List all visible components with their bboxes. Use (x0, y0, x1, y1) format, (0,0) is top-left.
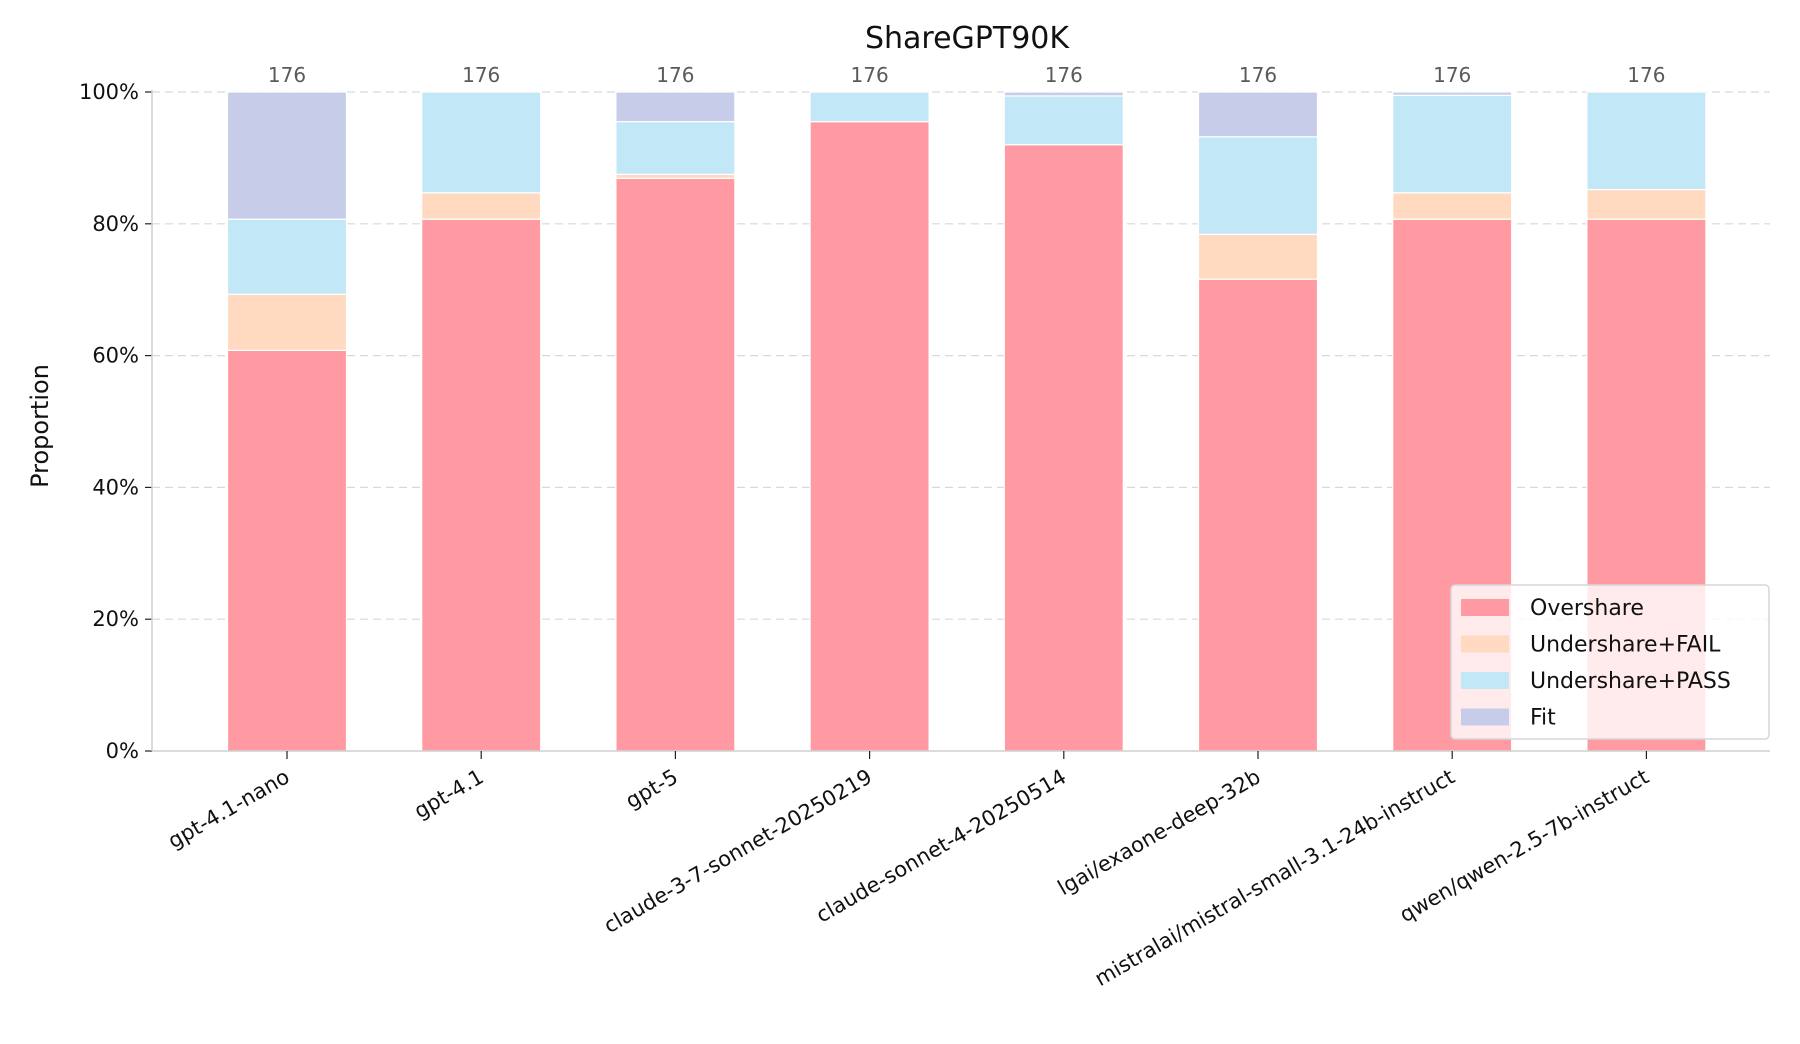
bar-count-label: 176 (1433, 63, 1471, 87)
x-tick-label: lgai/exaone-deep-32b (1054, 765, 1265, 901)
bar-segment-undershare-pass (1392, 94, 1513, 194)
bar-segment-undershare-pass (809, 91, 930, 123)
x-tick-label: mistralai/mistral-small-3.1-24b-instruct (1091, 765, 1459, 991)
bar-segment-undershare-pass (1003, 95, 1124, 146)
y-axis-label: Proportion (26, 364, 54, 488)
bar-segment-undershare-pass (615, 121, 736, 175)
bar-segment-overshare (809, 121, 930, 752)
legend-swatch (1461, 672, 1509, 689)
bar-segment-undershare-fail (226, 293, 348, 351)
bar-segment-fit (1197, 91, 1319, 138)
y-tick-label: 0% (106, 739, 139, 763)
x-tick-label: gpt-4.1-nano (164, 765, 294, 854)
x-tick-label: gpt-5 (622, 765, 682, 814)
y-tick-label: 60% (92, 344, 139, 368)
grid-layer (152, 91, 1770, 620)
bar-count-label: 176 (1627, 63, 1665, 87)
y-tick-label: 100% (79, 80, 139, 104)
bar-segment-undershare-pass (226, 218, 348, 295)
bar-segment-overshare (226, 349, 348, 752)
bar-count-label: 176 (268, 63, 306, 87)
legend-entry-label: Fit (1530, 706, 1556, 731)
legend: Overshare Undershare+FAIL Undershare+PASS F… (1450, 584, 1770, 740)
legend-entry-label: Overshare (1530, 596, 1644, 621)
bar-segment-fit (1392, 91, 1513, 96)
bar-segment-undershare-pass (1197, 136, 1319, 235)
y-tick-label: 40% (92, 475, 139, 499)
bar-segment-fit (1003, 91, 1124, 97)
bar-count-label: 176 (1239, 63, 1277, 87)
legend-swatch (1461, 708, 1509, 726)
legend-entry-label: Undershare+PASS (1530, 669, 1731, 694)
bar-segment-undershare-fail (1392, 192, 1513, 220)
x-tick-label: gpt-4.1 (410, 765, 488, 824)
bar-segment-fit (226, 91, 348, 220)
bar-segment-overshare (421, 218, 542, 752)
bar-segment-undershare-fail (1586, 188, 1707, 220)
y-tick-label: 20% (92, 607, 139, 631)
bar-segment-fit (615, 91, 736, 123)
bar-segment-undershare-pass (421, 91, 542, 194)
legend-swatch (1461, 599, 1509, 616)
bar-count-label: 176 (656, 63, 694, 87)
chart-title: ShareGPT90K (865, 21, 1070, 56)
legend-entry-label: Undershare+FAIL (1530, 633, 1721, 658)
legend-swatch (1461, 635, 1509, 653)
bar-segment-overshare (1003, 144, 1124, 752)
bar-segment-overshare (615, 177, 736, 752)
bar-segment-undershare-pass (1586, 91, 1707, 191)
bar-count-label: 176 (851, 63, 889, 87)
bar-segment-overshare (1197, 278, 1319, 752)
y-tick-label: 80% (92, 212, 139, 236)
bar-count-label: 176 (1045, 63, 1083, 87)
bar-segment-undershare-fail (1197, 233, 1319, 280)
bar-count-label: 176 (462, 63, 500, 87)
bar-segment-undershare-fail (421, 192, 542, 220)
legend-frame (1450, 584, 1770, 740)
